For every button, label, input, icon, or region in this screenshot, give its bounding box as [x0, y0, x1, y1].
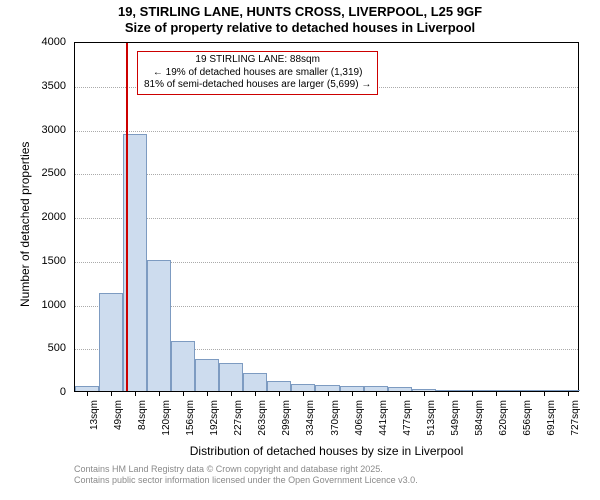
histogram-bar [340, 386, 364, 391]
x-tick-label: 13sqm [89, 400, 100, 445]
x-tick-label: 370sqm [330, 400, 341, 445]
gridline [75, 218, 578, 219]
x-tick-mark [159, 392, 160, 396]
annotation-line-2: ← 19% of detached houses are smaller (1,… [144, 67, 371, 80]
histogram-bar [291, 384, 315, 391]
annotation-box: 19 STIRLING LANE: 88sqm ← 19% of detache… [137, 51, 378, 95]
x-tick-mark [183, 392, 184, 396]
x-tick-mark [279, 392, 280, 396]
x-tick-mark [424, 392, 425, 396]
x-tick-label: 84sqm [137, 400, 148, 445]
histogram-bar [484, 390, 508, 391]
histogram-bar [75, 386, 99, 391]
x-tick-label: 656sqm [522, 400, 533, 445]
x-tick-mark [544, 392, 545, 396]
x-tick-label: 549sqm [450, 400, 461, 445]
x-tick-mark [520, 392, 521, 396]
histogram-bar [460, 390, 484, 391]
plot-area: 19 STIRLING LANE: 88sqm ← 19% of detache… [74, 42, 579, 392]
histogram-bar [219, 363, 243, 391]
x-tick-label: 513sqm [426, 400, 437, 445]
x-tick-mark [376, 392, 377, 396]
gridline [75, 174, 578, 175]
x-tick-mark [400, 392, 401, 396]
histogram-bar [532, 390, 556, 391]
histogram-bar [147, 260, 171, 391]
chart-titles: 19, STIRLING LANE, HUNTS CROSS, LIVERPOO… [0, 4, 600, 35]
property-marker-line [126, 43, 128, 391]
x-tick-label: 192sqm [209, 400, 220, 445]
x-tick-mark [472, 392, 473, 396]
x-tick-mark [352, 392, 353, 396]
x-tick-mark [328, 392, 329, 396]
histogram-bar [556, 390, 580, 391]
x-tick-label: 406sqm [354, 400, 365, 445]
x-tick-label: 263sqm [257, 400, 268, 445]
title-line-1: 19, STIRLING LANE, HUNTS CROSS, LIVERPOO… [0, 4, 600, 20]
gridline [75, 131, 578, 132]
histogram-bar [508, 390, 532, 391]
histogram-bar [99, 293, 123, 391]
chart-container: 19, STIRLING LANE, HUNTS CROSS, LIVERPOO… [0, 0, 600, 500]
x-tick-mark [255, 392, 256, 396]
x-tick-label: 227sqm [233, 400, 244, 445]
y-tick-label: 2000 [26, 211, 66, 223]
y-tick-label: 0 [26, 386, 66, 398]
y-tick-label: 3500 [26, 80, 66, 92]
x-tick-mark [568, 392, 569, 396]
histogram-bar [388, 387, 412, 391]
x-tick-label: 691sqm [546, 400, 557, 445]
histogram-bar [171, 341, 195, 391]
x-tick-mark [135, 392, 136, 396]
x-tick-label: 156sqm [185, 400, 196, 445]
histogram-bar [195, 359, 219, 391]
annotation-line-3: 81% of semi-detached houses are larger (… [144, 79, 371, 92]
x-tick-mark [496, 392, 497, 396]
histogram-bar [412, 389, 436, 391]
x-tick-label: 49sqm [113, 400, 124, 445]
footer-line-1: Contains HM Land Registry data © Crown c… [74, 464, 418, 475]
x-tick-mark [87, 392, 88, 396]
x-tick-label: 120sqm [161, 400, 172, 445]
x-tick-label: 584sqm [474, 400, 485, 445]
attribution-footer: Contains HM Land Registry data © Crown c… [74, 464, 418, 487]
x-tick-label: 477sqm [402, 400, 413, 445]
x-tick-mark [231, 392, 232, 396]
histogram-bar [315, 385, 339, 391]
histogram-bar [436, 390, 460, 391]
y-tick-label: 1000 [26, 299, 66, 311]
x-tick-mark [207, 392, 208, 396]
x-tick-mark [303, 392, 304, 396]
x-tick-mark [111, 392, 112, 396]
x-tick-label: 727sqm [570, 400, 581, 445]
y-tick-label: 3000 [26, 124, 66, 136]
title-line-2: Size of property relative to detached ho… [0, 20, 600, 36]
histogram-bar [267, 381, 291, 391]
x-tick-label: 620sqm [498, 400, 509, 445]
y-tick-label: 2500 [26, 167, 66, 179]
annotation-line-1: 19 STIRLING LANE: 88sqm [144, 54, 371, 67]
x-tick-label: 441sqm [378, 400, 389, 445]
y-tick-label: 4000 [26, 36, 66, 48]
x-tick-label: 299sqm [281, 400, 292, 445]
footer-line-2: Contains public sector information licen… [74, 475, 418, 486]
x-tick-label: 334sqm [305, 400, 316, 445]
y-tick-label: 500 [26, 342, 66, 354]
y-tick-label: 1500 [26, 255, 66, 267]
histogram-bar [364, 386, 388, 391]
x-axis-label: Distribution of detached houses by size … [74, 444, 579, 458]
x-tick-mark [448, 392, 449, 396]
histogram-bar [243, 373, 267, 391]
